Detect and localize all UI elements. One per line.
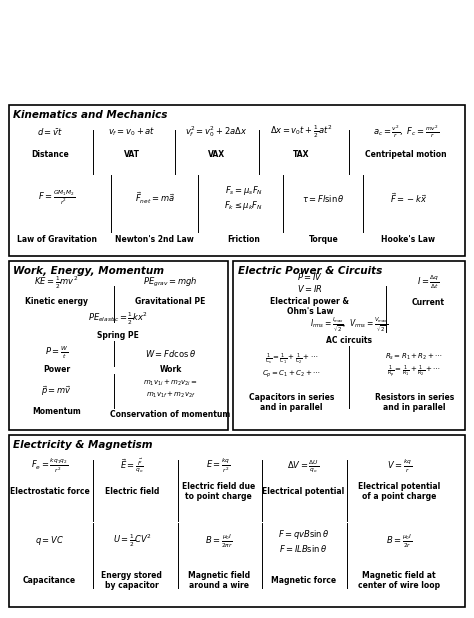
Text: Current: Current (412, 298, 445, 307)
Text: Resistors in series
and in parallel: Resistors in series and in parallel (375, 393, 454, 412)
Text: Newton's 2nd Law: Newton's 2nd Law (115, 235, 194, 243)
Text: $\Delta x = v_0 t + \frac{1}{2}at^2$: $\Delta x = v_0 t + \frac{1}{2}at^2$ (270, 124, 332, 140)
Text: TAX: TAX (293, 150, 309, 159)
Text: Electrical power &
Ohm's Law: Electrical power & Ohm's Law (270, 297, 349, 316)
Text: $F = \frac{GM_1M_2}{r^2}$: $F = \frac{GM_1M_2}{r^2}$ (38, 189, 75, 208)
Text: Electrical potential: Electrical potential (262, 487, 345, 496)
Text: Distance: Distance (31, 150, 69, 159)
Text: $\vec{F}_{net} = m\vec{a}$: $\vec{F}_{net} = m\vec{a}$ (135, 190, 175, 206)
Text: Spring PE: Spring PE (97, 331, 139, 340)
Text: $U = \frac{1}{2}CV^2$: $U = \frac{1}{2}CV^2$ (113, 533, 151, 549)
Text: Kinematics and Mechanics: Kinematics and Mechanics (13, 110, 168, 120)
Text: Hooke's Law: Hooke's Law (382, 235, 435, 243)
Text: Capacitors in series
and in parallel: Capacitors in series and in parallel (248, 393, 334, 412)
FancyBboxPatch shape (233, 261, 465, 430)
Text: $PE_{elastic} = \frac{1}{2}kx^2$: $PE_{elastic} = \frac{1}{2}kx^2$ (88, 310, 148, 327)
Text: AC circuits: AC circuits (326, 336, 373, 345)
Text: $F_e = \frac{kq_1q_2}{r^2}$: $F_e = \frac{kq_1q_2}{r^2}$ (31, 457, 68, 475)
Text: $R_s = R_1 + R_2 + \cdots$
$\frac{1}{R_p} = \frac{1}{R_1} + \frac{1}{R_2} + \cdo: $R_s = R_1 + R_2 + \cdots$ $\frac{1}{R_p… (385, 352, 443, 380)
Text: $a_c = \frac{v^2}{r},\ F_c = \frac{mv^2}{r}$: $a_c = \frac{v^2}{r},\ F_c = \frac{mv^2}… (373, 123, 439, 140)
Text: Electrostatic force: Electrostatic force (10, 487, 90, 496)
Text: $W = Fd\cos\theta$: $W = Fd\cos\theta$ (145, 347, 196, 358)
Text: $v_f^2 = v_0^2 + 2a\Delta x$: $v_f^2 = v_0^2 + 2a\Delta x$ (185, 124, 248, 139)
Text: Torque: Torque (309, 235, 339, 243)
Text: $\tau = Fl\sin\theta$: $\tau = Fl\sin\theta$ (302, 193, 345, 204)
Text: $\vec{E} = \frac{\vec{F}}{q_o}$: $\vec{E} = \frac{\vec{F}}{q_o}$ (120, 457, 144, 475)
Text: $F_s = \mu_s F_N$
$F_k \leq \mu_k F_N$: $F_s = \mu_s F_N$ $F_k \leq \mu_k F_N$ (225, 184, 263, 212)
Text: $\vec{p} = m\vec{v}$: $\vec{p} = m\vec{v}$ (41, 384, 72, 398)
Text: $PE_{grav} = mgh$: $PE_{grav} = mgh$ (144, 276, 198, 289)
Text: $B = \frac{\mu_0 I}{2r}$: $B = \frac{\mu_0 I}{2r}$ (386, 532, 412, 549)
Text: $E = \frac{kq}{r^2}$: $E = \frac{kq}{r^2}$ (206, 457, 231, 475)
Text: $v_f = v_0 + at$: $v_f = v_0 + at$ (108, 125, 155, 138)
FancyBboxPatch shape (9, 435, 465, 607)
Text: Electric field due
to point charge: Electric field due to point charge (182, 482, 255, 501)
Text: $P = \frac{W}{t}$: $P = \frac{W}{t}$ (45, 345, 68, 362)
Text: Work: Work (159, 365, 182, 375)
Text: $V = \frac{kq}{r}$: $V = \frac{kq}{r}$ (387, 457, 412, 475)
Text: $KE = \frac{1}{2}mv^2$: $KE = \frac{1}{2}mv^2$ (35, 274, 79, 290)
Text: VAX: VAX (208, 150, 225, 159)
Text: $I = \frac{\Delta q}{\Delta t}$: $I = \frac{\Delta q}{\Delta t}$ (417, 274, 439, 291)
Text: Electric Power & Circuits: Electric Power & Circuits (238, 266, 382, 276)
Text: $\Delta V = \frac{\Delta U}{q_o}$: $\Delta V = \frac{\Delta U}{q_o}$ (287, 458, 319, 474)
Text: $\frac{1}{C_s} = \frac{1}{C_1} + \frac{1}{C_2} + \cdots$
$C_p = C_1 + C_2 + \cdo: $\frac{1}{C_s} = \frac{1}{C_1} + \frac{1… (262, 352, 320, 379)
Text: VAT: VAT (124, 150, 140, 159)
Text: $q = VC$: $q = VC$ (35, 534, 64, 547)
Text: Energy stored
by capacitor: Energy stored by capacitor (101, 570, 162, 590)
Text: Kinetic energy: Kinetic energy (25, 297, 88, 307)
Text: $m_1v_{1i} + m_2v_{2i} =$
$m_1v_{1f} + m_2v_{2f}$: $m_1v_{1i} + m_2v_{2i} =$ $m_1v_{1f} + m… (143, 378, 198, 400)
Text: $\vec{F} = -k\vec{x}$: $\vec{F} = -k\vec{x}$ (390, 191, 427, 205)
Text: $F = qvB\sin\theta$
$F = ILB\sin\theta$: $F = qvB\sin\theta$ $F = ILB\sin\theta$ (278, 528, 329, 554)
Text: $B = \frac{\mu_0 I}{2\pi r}$: $B = \frac{\mu_0 I}{2\pi r}$ (205, 532, 233, 549)
Text: Magnetic force: Magnetic force (271, 576, 336, 585)
Text: Electric field: Electric field (105, 487, 159, 496)
Text: Centripetal motion: Centripetal motion (365, 150, 447, 159)
Text: $I_{rms} = \frac{I_{max}}{\sqrt{2}},\ V_{rms} = \frac{V_{max}}{\sqrt{2}}$: $I_{rms} = \frac{I_{max}}{\sqrt{2}},\ V_… (310, 315, 389, 334)
Text: Capacitance: Capacitance (23, 576, 76, 585)
Text: Friction: Friction (228, 235, 260, 243)
Text: Electrical potential
of a point charge: Electrical potential of a point charge (358, 482, 440, 501)
FancyBboxPatch shape (9, 105, 465, 256)
Text: Electricity & Magnetism: Electricity & Magnetism (13, 440, 153, 450)
Text: $d = \bar{v}t$: $d = \bar{v}t$ (36, 126, 63, 137)
Text: $P = IV$
$V = IR$: $P = IV$ $V = IR$ (297, 271, 323, 294)
FancyBboxPatch shape (9, 261, 228, 430)
Text: Momentum: Momentum (32, 407, 81, 415)
Text: Law of Gravitation: Law of Gravitation (17, 235, 97, 243)
Text: Gravitational PE: Gravitational PE (136, 297, 206, 307)
Text: Work, Energy, Momentum: Work, Energy, Momentum (13, 266, 164, 276)
Text: Conservation of momentum: Conservation of momentum (110, 410, 231, 419)
Text: Power: Power (43, 365, 70, 375)
Text: Magnetic field at
center of wire loop: Magnetic field at center of wire loop (358, 570, 440, 590)
Text: Magnetic field
around a wire: Magnetic field around a wire (188, 570, 250, 590)
